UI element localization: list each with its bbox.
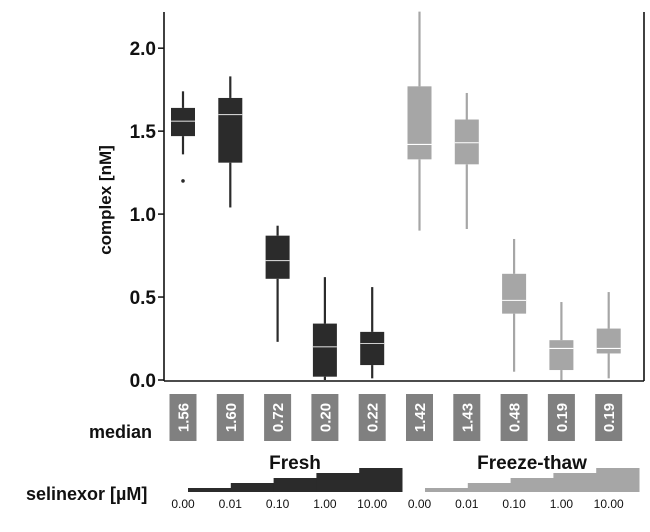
box-iqr (171, 107, 195, 137)
concentration-label: 0.10 (502, 497, 526, 511)
concentration-label: 0.01 (455, 497, 479, 511)
axis-layer: 0.0 0.5 1.0 1.5 2.0 (130, 12, 645, 392)
concentration-label: 10.00 (594, 497, 624, 511)
median-value-box (216, 394, 244, 441)
dose-step-bar (273, 478, 317, 492)
box-iqr (596, 328, 621, 354)
dose-step-bar (510, 478, 554, 492)
median-value-label: 0.19 (554, 403, 571, 432)
y-tick-label: 0.0 (130, 371, 156, 392)
concentration-label: 0.00 (171, 497, 195, 511)
median-value-box (595, 394, 623, 441)
y-axis-label: complex [nM] (96, 145, 115, 255)
selinexor-label: selinexor [µM] (26, 484, 147, 504)
dose-step-bar (230, 483, 275, 492)
box-iqr (407, 86, 432, 160)
median-value-label: 0.22 (365, 403, 382, 432)
y-tick-label: 0.5 (130, 288, 157, 309)
box-iqr (502, 273, 527, 314)
median-value-box (500, 394, 528, 441)
median-value-label: 1.60 (223, 403, 240, 432)
median-value-box (547, 394, 575, 441)
box-iqr (265, 235, 290, 279)
box-iqr (549, 340, 574, 371)
median-value-label: 1.43 (459, 403, 476, 432)
median-value-box (453, 394, 481, 441)
group-label: Fresh (269, 453, 321, 474)
selinexor-dose-row: 0.00 0.01 0.10 1.00 10.00 Fresh 0.00 0.01 0.10 1.… (171, 453, 640, 511)
median-value-label: 1.56 (176, 403, 193, 432)
group-label: Freeze-thaw (477, 453, 587, 474)
concentration-label: 1.00 (313, 497, 337, 511)
median-value-label: 0.19 (601, 403, 618, 432)
dose-step-bar (467, 483, 512, 492)
outlier-point (181, 179, 185, 183)
box-iqr (360, 331, 385, 366)
box-iqr (218, 97, 243, 163)
dose-step-bar (596, 468, 640, 492)
median-value-box (169, 394, 197, 441)
y-tick-label: 2.0 (130, 39, 156, 60)
y-tick-label: 1.5 (130, 122, 157, 143)
concentration-label: 1.00 (550, 497, 574, 511)
dose-step-bar (425, 488, 469, 492)
dose-step-bar (188, 488, 232, 492)
median-row: 1.56 1.60 0.72 0.20 0.22 1.42 1.43 0.48 0.19 0.19 (169, 394, 623, 441)
median-value-box (406, 394, 433, 441)
concentration-label: 0.01 (219, 497, 243, 511)
median-value-label: 0.20 (317, 403, 334, 432)
dose-step-bar (359, 468, 403, 492)
box-layer (171, 11, 621, 380)
y-tick-label: 1.0 (130, 205, 156, 226)
median-value-label: 0.48 (507, 403, 524, 432)
median-value-box (264, 394, 292, 441)
concentration-label: 10.00 (357, 497, 387, 511)
median-value-label: 0.72 (270, 403, 287, 432)
box-iqr (454, 119, 479, 165)
concentration-label: 0.00 (408, 497, 432, 511)
median-value-box (311, 394, 339, 441)
median-row-label: median (89, 422, 152, 442)
box-iqr (312, 323, 337, 377)
dose-step-bar (553, 473, 597, 492)
concentration-label: 0.10 (266, 497, 290, 511)
median-value-label: 1.42 (412, 403, 429, 432)
median-value-box (358, 394, 386, 441)
dose-step-bar (316, 473, 360, 492)
